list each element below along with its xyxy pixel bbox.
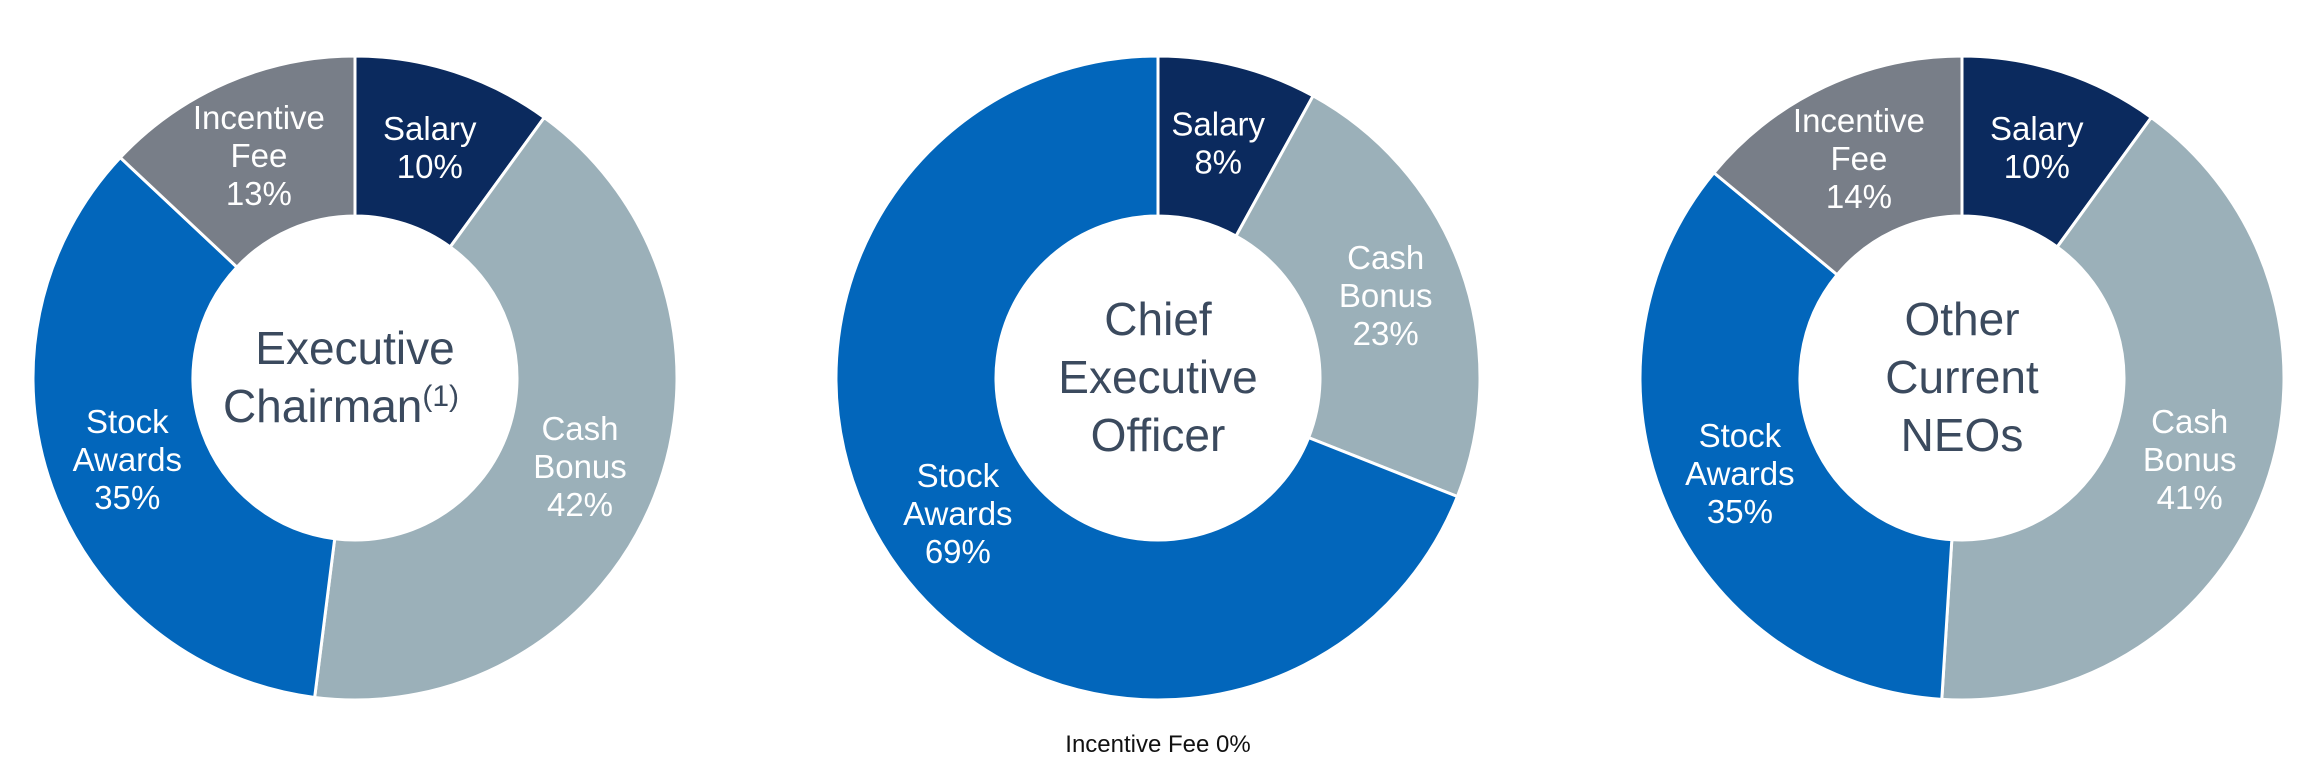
- slice-cash-bonus: [1234, 94, 1482, 499]
- slice-label-line: 41%: [2157, 479, 2223, 516]
- slice-cash-bonus: [313, 115, 679, 702]
- donut-chart: Salary 10% Cash Bonus 42% Stock Awards 35% Incen…: [31, 54, 679, 702]
- slice-label-incentive-fee: Incentive Fee 14%: [1793, 102, 1925, 215]
- chart-footnote: Incentive Fee 0%: [1065, 731, 1250, 758]
- center-title-line: Officer: [1091, 409, 1226, 461]
- slice-label-salary: Salary 8%: [1171, 106, 1265, 181]
- center-title-line: NEOs: [1901, 409, 2024, 461]
- slice-label-stock-awards: Stock Awards 35%: [1685, 417, 1794, 530]
- slice-stock-awards: [834, 54, 1459, 702]
- slice-label-salary: Salary 10%: [383, 110, 477, 185]
- slice-stock-awards: [1638, 171, 1954, 701]
- slice-label-line: 35%: [1707, 493, 1773, 530]
- slice-label-line: 35%: [94, 479, 160, 516]
- slice-label-line: Salary: [1990, 110, 2084, 147]
- slice-label-line: Bonus: [1339, 277, 1433, 314]
- slice-label-salary: Salary 10%: [1990, 110, 2084, 185]
- slice-stock-awards: [31, 156, 337, 699]
- slice-incentive-fee: [118, 54, 357, 269]
- slice-label-line: Incentive: [1793, 102, 1925, 139]
- slice-label-line: Cash: [2151, 403, 2228, 440]
- slice-label-line: Cash: [1347, 239, 1424, 276]
- center-title-superscript: (1): [422, 380, 459, 413]
- slice-label-line: Bonus: [2143, 441, 2237, 478]
- slice-cash-bonus: [1940, 115, 2286, 702]
- slice-label-cash-bonus: Cash Bonus 23%: [1339, 239, 1433, 352]
- slice-label-cash-bonus: Cash Bonus 41%: [2143, 403, 2237, 516]
- slice-label-line: Fee: [230, 137, 287, 174]
- slice-label-stock-awards: Stock Awards 69%: [903, 457, 1012, 570]
- slice-label-line: Awards: [1685, 455, 1794, 492]
- slice-label-line: 13%: [226, 175, 292, 212]
- slice-label-line: 69%: [925, 533, 991, 570]
- donut-chart: Salary 8% Cash Bonus 23% Stock Awards 69% Chief E…: [834, 54, 1482, 758]
- slice-label-incentive-fee: Incentive Fee 13%: [193, 99, 325, 212]
- donut-chart: Salary 10% Cash Bonus 41% Stock Awards 35% Incen…: [1638, 54, 2286, 702]
- chart-center-title: Other Current NEOs: [1885, 293, 2039, 461]
- slice-label-line: Incentive: [193, 99, 325, 136]
- slice-label-line: Salary: [1171, 106, 1265, 143]
- slice-label-line: 10%: [397, 148, 463, 185]
- slice-label-line: 14%: [1826, 178, 1892, 215]
- slice-label-line: Salary: [383, 110, 477, 147]
- slice-label-line: Awards: [73, 441, 182, 478]
- center-title-line: Other: [1904, 293, 2019, 345]
- chart-center-title: Executive Chairman(1): [223, 322, 459, 432]
- slice-label-line: 10%: [2004, 148, 2070, 185]
- slice-label-cash-bonus: Cash Bonus 42%: [533, 410, 627, 523]
- slice-label-line: 23%: [1353, 315, 1419, 352]
- slice-label-line: Fee: [1831, 140, 1888, 177]
- slice-label-line: Stock: [917, 457, 1000, 494]
- slice-label-stock-awards: Stock Awards 35%: [73, 403, 182, 516]
- slice-label-line: 42%: [547, 486, 613, 523]
- center-title-line: Chief: [1104, 293, 1212, 345]
- center-title-line: Executive: [255, 322, 454, 374]
- slice-incentive-fee: [1712, 54, 1964, 277]
- slice-label-line: Bonus: [533, 448, 627, 485]
- slice-label-line: Awards: [903, 495, 1012, 532]
- center-title-line: Executive: [1058, 351, 1257, 403]
- center-title-line: Chairman: [223, 380, 422, 432]
- slice-label-line: 8%: [1194, 144, 1242, 181]
- center-title-line: Current: [1885, 351, 2039, 403]
- slice-label-line: Stock: [86, 403, 169, 440]
- slice-label-line: Cash: [541, 410, 618, 447]
- chart-center-title: Chief Executive Officer: [1058, 293, 1257, 461]
- slice-label-line: Stock: [1699, 417, 1782, 454]
